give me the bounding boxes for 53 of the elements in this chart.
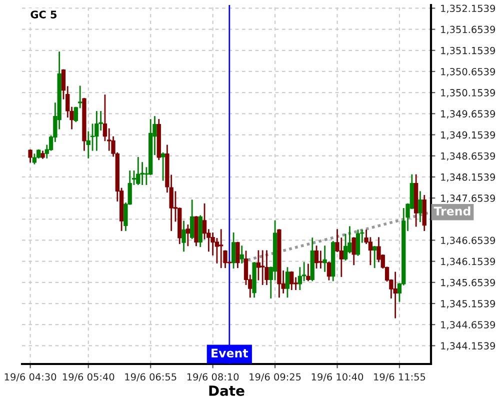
candlestick [306, 264, 310, 282]
x-tick-label: 19/6 08:10 [187, 373, 239, 382]
y-tick-label: 1,346.1539 [441, 258, 496, 266]
x-tick-label: 19/6 11:55 [374, 373, 426, 382]
candlestick [356, 230, 360, 256]
y-tick-label: 1,344.1539 [441, 342, 496, 351]
y-tick-label: 1,352.1539 [441, 4, 496, 14]
candlestick [136, 157, 140, 185]
x-tick-label: 19/6 09:25 [250, 373, 301, 382]
candlestick [219, 229, 224, 268]
candlestick [32, 154, 37, 164]
y-tick-label: 1,345.6539 [441, 278, 496, 288]
candlestick [326, 262, 332, 280]
y-tick-label: 1,349.6539 [441, 110, 496, 118]
y-tick-label: 1,349.1539 [441, 131, 496, 140]
candlestick [94, 111, 99, 151]
x-tick-label: 19/6 10:40 [312, 373, 364, 382]
x-tick-label: 19/6 05:40 [62, 373, 114, 382]
candlestick [322, 246, 327, 272]
y-tick-label: 1,347.6539 [441, 194, 496, 203]
y-tick-label: 1,345.1539 [441, 300, 496, 308]
candlestick [352, 237, 356, 266]
ref-line-label: Event [212, 348, 248, 358]
candlestick [260, 250, 265, 285]
candlestick [318, 250, 323, 269]
candlestick [231, 232, 236, 269]
candlestick [28, 149, 32, 163]
candlestick [236, 242, 240, 268]
candlestick [393, 272, 398, 318]
candlestick [240, 246, 244, 264]
y-tick-label: 1,350.6539 [441, 68, 496, 76]
y-tick-label: 1,348.1539 [441, 173, 496, 182]
candlestick [372, 246, 377, 268]
candlestick [190, 200, 194, 239]
y-tick-label: 1,350.1539 [441, 89, 496, 98]
y-tick-label: 1,351.6539 [441, 26, 496, 34]
candlestick [264, 250, 269, 285]
chart-title: GC 5 [30, 10, 57, 18]
x-axis-title: Date [209, 386, 244, 396]
x-tick-label: 19/6 06:55 [125, 373, 176, 382]
candlestick [186, 224, 190, 246]
y-tick-label: 1,346.6539 [441, 236, 496, 246]
candlestick [160, 152, 166, 181]
series-label: Trend [434, 206, 470, 216]
candlestick [182, 220, 186, 252]
candlestick [285, 267, 290, 298]
candlestick [418, 191, 422, 222]
y-tick-label: 1,351.1539 [441, 46, 496, 56]
y-tick-label: 1,348.6539 [441, 152, 496, 161]
x-tick-label: 19/6 04:30 [4, 373, 56, 382]
candlestick [314, 246, 319, 269]
y-tick-label: 1,344.6539 [441, 321, 496, 330]
candlestick [290, 271, 294, 290]
